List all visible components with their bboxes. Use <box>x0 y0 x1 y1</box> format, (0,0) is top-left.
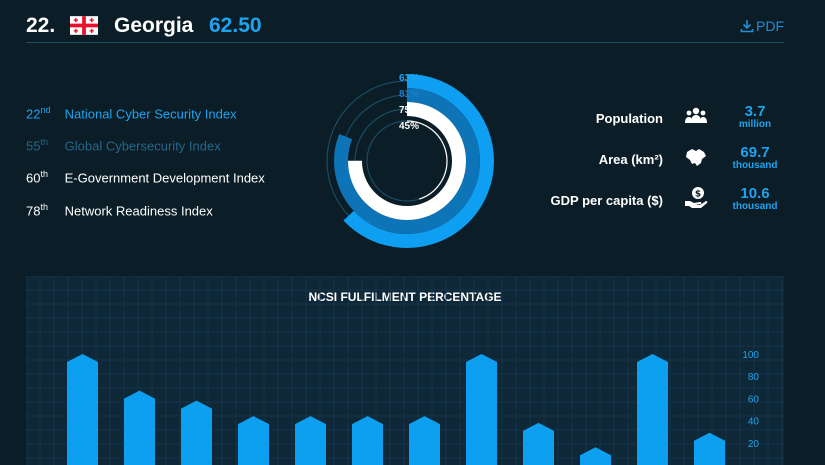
chart-bar[interactable] <box>238 416 269 465</box>
chart-bar[interactable] <box>694 432 725 465</box>
pdf-download-button[interactable]: PDF <box>740 18 784 34</box>
ncsi-bar-chart: 20 40 60 80 100 <box>26 276 784 465</box>
chart-bar[interactable] <box>352 416 383 465</box>
area-label: Area (km²) <box>598 152 663 167</box>
y-tick-label: 60 <box>748 394 760 405</box>
area-value: 69.7 thousand <box>732 144 778 171</box>
pdf-label: PDF <box>756 18 784 34</box>
chart-bar[interactable] <box>124 390 155 465</box>
ring-label-nri: 45% <box>398 121 419 132</box>
y-tick-label: 80 <box>748 372 760 383</box>
country-name: Georgia <box>114 14 194 37</box>
ring-arc-ncsi <box>320 74 494 248</box>
ring-arc-egdi <box>348 102 466 220</box>
chart-bar[interactable] <box>295 416 326 465</box>
population-label: Population <box>595 111 663 126</box>
country-score: 62.50 <box>209 14 262 37</box>
chart-bar[interactable] <box>637 354 668 465</box>
index-row-gci[interactable]: 55th Global Cybersecurity Index <box>26 137 221 153</box>
download-icon <box>740 20 754 33</box>
chart-bar[interactable] <box>523 422 554 465</box>
ring-label-ncsi: 63% <box>398 73 419 84</box>
ring-arc-nri <box>366 120 448 202</box>
ring-label-egdi: 75% <box>398 105 419 116</box>
chart-bar[interactable] <box>67 354 98 465</box>
index-rank: 22nd <box>26 105 51 122</box>
index-label: Network Readiness Index <box>64 203 213 219</box>
chart-bar[interactable] <box>181 400 212 465</box>
people-icon <box>685 107 707 123</box>
index-label: National Cyber Security Index <box>64 106 237 122</box>
index-rank: 60th <box>26 169 48 186</box>
ncsi-chart-panel: NCSI FULFILMENT PERCENTAGE 20 40 60 80 100 <box>26 276 784 465</box>
y-tick-label: 20 <box>748 439 760 450</box>
ring-label-gci: 81% <box>398 89 419 100</box>
index-rank: 55th <box>26 137 48 154</box>
index-row-ncsi[interactable]: 22nd National Cyber Security Index <box>26 105 237 121</box>
chart-bar[interactable] <box>409 416 440 465</box>
chart-title: NCSI FULFILMENT PERCENTAGE <box>308 290 502 304</box>
population-value: 3.7 million <box>738 103 772 130</box>
gdp-value: 10.6 thousand <box>732 185 778 212</box>
country-rank: 22. <box>26 14 56 37</box>
y-tick-label: 100 <box>742 350 759 361</box>
index-rank: 78th <box>26 202 48 219</box>
index-row-nri[interactable]: 78th Network Readiness Index <box>26 202 213 218</box>
chart-bar[interactable] <box>580 447 611 465</box>
map-icon <box>686 149 706 166</box>
georgia-flag-icon <box>70 16 98 35</box>
ring-arc-gci <box>334 88 480 234</box>
index-radial-chart <box>320 74 494 248</box>
svg-text:$: $ <box>695 190 701 200</box>
country-header: 22. Georgia 62.50 PDF <box>26 10 784 43</box>
y-tick-label: 40 <box>748 417 760 428</box>
index-row-egdi[interactable]: 60th E-Government Development Index <box>26 169 265 185</box>
money-hand-icon: $ <box>685 187 708 208</box>
index-label: E-Government Development Index <box>64 170 265 186</box>
gdp-label: GDP per capita ($) <box>550 193 663 208</box>
index-label: Global Cybersecurity Index <box>64 138 221 154</box>
chart-bar[interactable] <box>466 354 497 465</box>
